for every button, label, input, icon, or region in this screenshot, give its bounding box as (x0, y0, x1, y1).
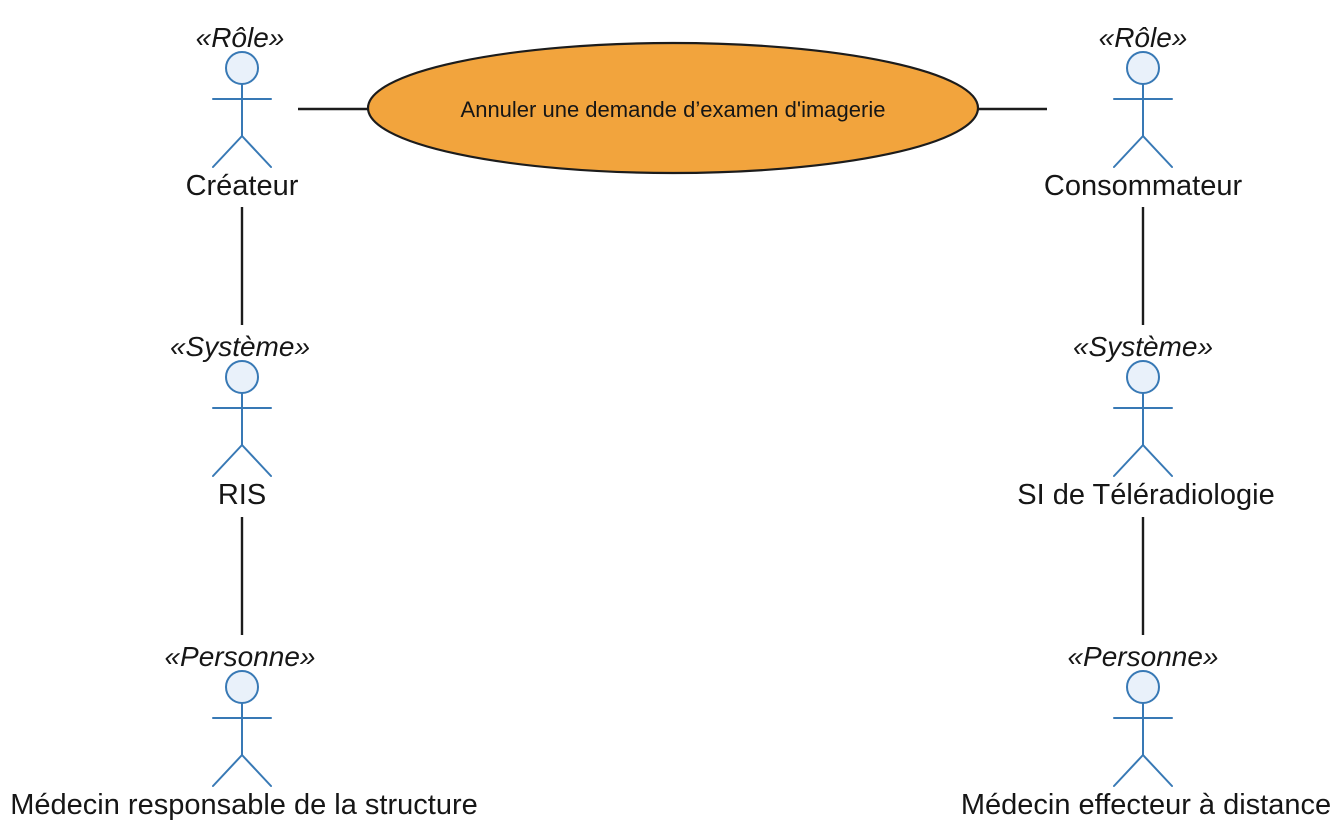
actor-si-stereotype: «Système» (1073, 331, 1213, 362)
person-icon (1113, 360, 1173, 477)
actor-ris: «Système» RIS (170, 331, 310, 511)
actor-si-label: SI de Téléradiologie (1017, 479, 1274, 511)
actor-createur-stereotype: «Rôle» (196, 22, 285, 53)
actor-createur-label: Créateur (186, 170, 299, 202)
actor-ris-stereotype: «Système» (170, 331, 310, 362)
actor-consommateur: «Rôle» Consommateur (1044, 22, 1243, 202)
person-icon (1113, 670, 1173, 787)
actor-createur: «Rôle» Créateur (186, 22, 299, 202)
actor-consommateur-label: Consommateur (1044, 170, 1243, 202)
actor-medecin-responsable-stereotype: «Personne» (164, 641, 315, 672)
person-icon (1113, 51, 1173, 168)
actor-ris-label: RIS (218, 479, 266, 511)
actor-medecin-responsable-label: Médecin responsable de la structure (10, 789, 477, 821)
person-icon (212, 670, 272, 787)
use-case-label: Annuler une demande d’examen d'imagerie (461, 97, 886, 122)
use-case-ellipse (366, 41, 980, 175)
person-icon (212, 51, 272, 168)
actor-medecin-effecteur-stereotype: «Personne» (1067, 641, 1218, 672)
person-icon (212, 360, 272, 477)
actor-si-de-teleradiologie: «Système» SI de Téléradiologie (1017, 331, 1274, 511)
actor-medecin-effecteur-label: Médecin effecteur à distance (961, 789, 1331, 821)
use-case-node: Annuler une demande d’examen d'imagerie (366, 41, 980, 175)
actor-consommateur-stereotype: «Rôle» (1099, 22, 1188, 53)
actor-medecin-responsable: «Personne» Médecin responsable de la str… (10, 641, 477, 821)
actor-medecin-effecteur: «Personne» Médecin effecteur à distance (961, 641, 1331, 821)
